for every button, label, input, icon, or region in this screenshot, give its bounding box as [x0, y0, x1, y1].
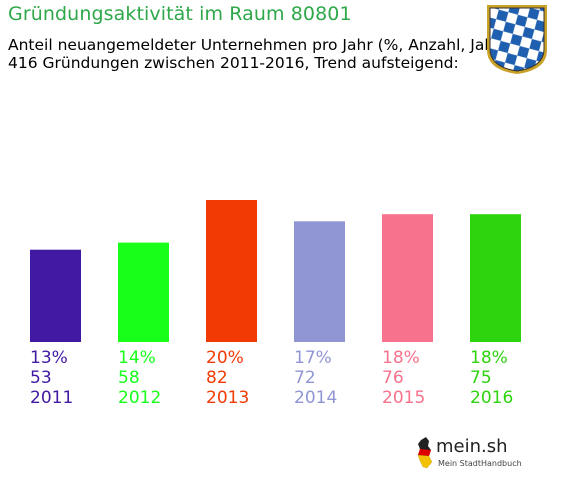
count-label: 53	[30, 368, 52, 388]
count-label: 75	[470, 368, 492, 388]
bavarian-lozenge-crest-icon	[487, 5, 547, 74]
chart-title: Gründungsaktivität im Raum 80801	[8, 3, 352, 25]
percent-label: 14%	[118, 348, 156, 368]
percent-label: 13%	[30, 348, 68, 368]
bar-2011	[30, 249, 81, 342]
chart-subtitle: Anteil neuangemeldeter Unternehmen pro J…	[8, 36, 507, 54]
count-label: 58	[118, 368, 140, 388]
logo-text: mein.sh	[436, 436, 508, 457]
year-label: 2011	[30, 388, 74, 408]
bar-2012	[118, 242, 169, 342]
percent-label: 20%	[206, 348, 244, 368]
year-label: 2014	[294, 388, 338, 408]
year-label: 2016	[470, 388, 514, 408]
count-label: 72	[294, 368, 316, 388]
percent-label: 17%	[294, 348, 332, 368]
year-label: 2015	[382, 388, 426, 408]
percent-label: 18%	[382, 348, 420, 368]
logo-subtext: Mein StadtHandbuch	[438, 459, 522, 468]
year-label: 2013	[206, 388, 250, 408]
percent-label: 18%	[470, 348, 508, 368]
bar-2013	[206, 200, 257, 342]
bar-2015	[382, 214, 433, 342]
count-label: 76	[382, 368, 404, 388]
count-label: 82	[206, 368, 228, 388]
year-label: 2012	[118, 388, 162, 408]
chart-summary: 416 Gründungen zwischen 2011-2016, Trend…	[8, 54, 459, 72]
bar-2016	[470, 214, 521, 342]
bar-2014	[294, 221, 345, 342]
germany-map-icon	[418, 437, 432, 468]
